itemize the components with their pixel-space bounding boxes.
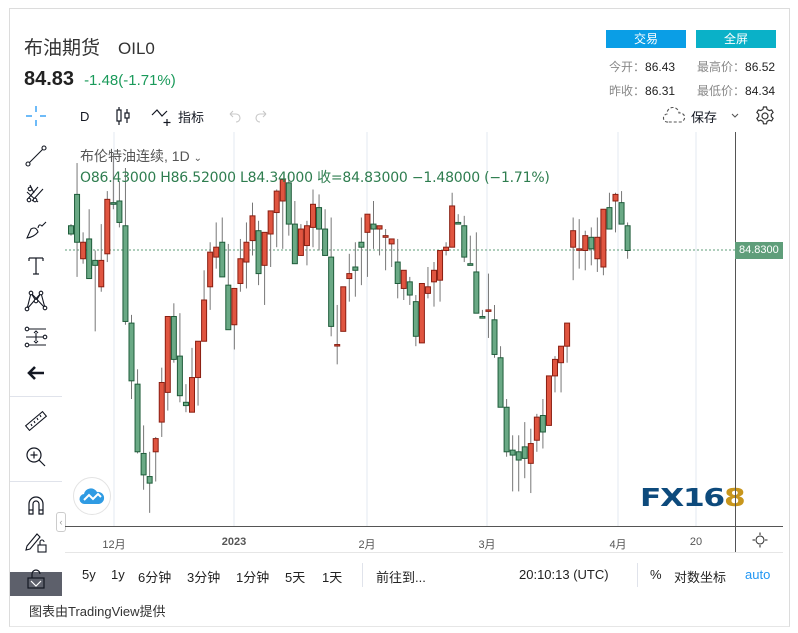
remove-drawings-back-button[interactable]: [23, 360, 49, 386]
percent-scale-toggle[interactable]: %: [650, 567, 662, 582]
separator: [362, 563, 363, 587]
low-value: 84.34: [745, 84, 776, 98]
interval-selector[interactable]: D: [80, 108, 90, 124]
widget-frame: [9, 8, 790, 627]
time-tick: 20: [689, 536, 703, 548]
separator: [637, 563, 638, 587]
bottom-toolbar: 5y 1y 6分钟 3分钟 1分钟 5天 1天 前往到... 20:10:13 …: [65, 552, 783, 596]
undo-icon: [229, 110, 241, 123]
gear-icon: [756, 106, 774, 125]
instrument-symbol: OIL0: [118, 39, 155, 58]
utc-clock[interactable]: 20:10:13 (UTC): [519, 567, 609, 582]
range-5d[interactable]: 5天: [285, 570, 306, 585]
chart-type-button[interactable]: [114, 104, 132, 128]
price-change: -1.48(-1.71%): [84, 72, 176, 89]
range-3min[interactable]: 3分钟: [187, 570, 221, 585]
fx168-logo: FX168: [640, 483, 746, 512]
price-row: 84.83 -1.48(-1.71%): [24, 68, 176, 91]
cloud-icon: [662, 107, 686, 123]
crosshair-tool-active[interactable]: [24, 104, 48, 128]
sun-settings-icon: [752, 532, 767, 547]
instrument-title: 布油期货 OIL0: [24, 33, 155, 60]
text-icon: [28, 257, 44, 275]
measure-range-tool[interactable]: [23, 324, 49, 350]
indicators-label: 指标: [178, 109, 205, 125]
range-5y[interactable]: 5y: [82, 567, 96, 582]
redo-button[interactable]: [254, 104, 270, 128]
time-tick: 2月: [358, 539, 376, 551]
range-1d[interactable]: 1天: [322, 570, 343, 585]
pitchfork-tool[interactable]: [23, 180, 49, 206]
lock-drawings-tool[interactable]: [23, 529, 49, 555]
unlock-tool[interactable]: [23, 567, 49, 593]
fullscreen-button[interactable]: 全屏: [696, 30, 776, 48]
goto-date-button[interactable]: 前往到...: [376, 570, 426, 585]
zoom-in-icon: [26, 447, 46, 467]
tradingview-credit[interactable]: 图表由TradingView提供: [29, 604, 166, 619]
indicators-icon: [151, 109, 171, 126]
magnet-tool[interactable]: [23, 492, 49, 518]
range-1y[interactable]: 1y: [111, 567, 125, 582]
save-button[interactable]: 保存: [662, 104, 742, 128]
candlestick-chart: [65, 132, 735, 526]
trendline-tool[interactable]: [23, 143, 49, 169]
lock-drawing-icon: [25, 533, 47, 553]
magnet-icon: [28, 496, 44, 515]
open-value: 86.43: [645, 60, 676, 74]
zoom-in-tool[interactable]: [23, 444, 49, 470]
range-1min[interactable]: 1分钟: [236, 570, 270, 585]
chart-settings-button[interactable]: [754, 104, 776, 128]
chevron-down-icon: [731, 113, 739, 118]
trade-button[interactable]: 交易: [606, 30, 686, 48]
high-value: 86.52: [745, 60, 776, 74]
trendline-icon: [25, 145, 47, 167]
auto-scale-toggle[interactable]: auto: [745, 567, 771, 582]
time-axis[interactable]: 12月 2023 2月 3月 4月 20: [65, 526, 735, 552]
tradingview-cloud-icon: [79, 488, 105, 505]
time-tick: 12月: [102, 539, 126, 551]
crosshair-icon: [26, 106, 46, 126]
stat-high: 最高价：86.52: [697, 60, 776, 74]
stat-low: 最低价：84.34: [697, 84, 776, 98]
indicators-button[interactable]: 指标: [150, 104, 204, 128]
range-6min[interactable]: 6分钟: [138, 570, 172, 585]
ruler-icon: [24, 410, 48, 432]
axis-settings-button[interactable]: [735, 526, 783, 552]
prev-close-value: 86.31: [645, 84, 676, 98]
ohlc-legend: O86.43000 H86.52000 L84.34000 收=84.83000…: [80, 170, 550, 186]
candles-icon: [116, 107, 130, 125]
back-arrow-icon: [27, 366, 44, 380]
time-tick: 3月: [478, 539, 496, 551]
text-tool[interactable]: [23, 253, 49, 279]
collapse-toolbar-button[interactable]: ‹: [56, 512, 66, 532]
chevron-down-icon: ⌄: [193, 153, 202, 164]
stat-prev-close: 昨收：86.31: [609, 84, 676, 98]
tradingview-badge[interactable]: [73, 477, 111, 515]
toolbar-separator: [10, 481, 62, 482]
time-tick: 4月: [609, 539, 627, 551]
redo-icon: [255, 110, 267, 123]
pattern-tool[interactable]: [23, 288, 49, 314]
stat-open: 今开：86.43: [609, 60, 676, 74]
pitchfork-icon: [26, 184, 44, 203]
brush-icon: [26, 221, 47, 239]
last-price-label: 84.8300: [735, 242, 783, 259]
toolbar-separator: [10, 396, 62, 397]
undo-button[interactable]: [226, 104, 242, 128]
save-label: 保存: [691, 109, 718, 125]
chart-pane[interactable]: [65, 132, 735, 526]
price-axis[interactable]: [735, 132, 783, 526]
brush-tool[interactable]: [23, 217, 49, 243]
time-tick: 2023: [221, 536, 247, 548]
measure-range-icon: [24, 326, 48, 348]
series-legend-title[interactable]: 布伦特油连续, 1D ⌄: [80, 148, 202, 164]
log-scale-toggle[interactable]: 对数坐标: [674, 570, 727, 585]
unlock-icon: [27, 569, 45, 589]
pattern-icon: [24, 290, 48, 312]
ruler-tool[interactable]: [23, 408, 49, 434]
instrument-name: 布油期货: [24, 38, 101, 59]
last-price: 84.83: [24, 68, 75, 90]
